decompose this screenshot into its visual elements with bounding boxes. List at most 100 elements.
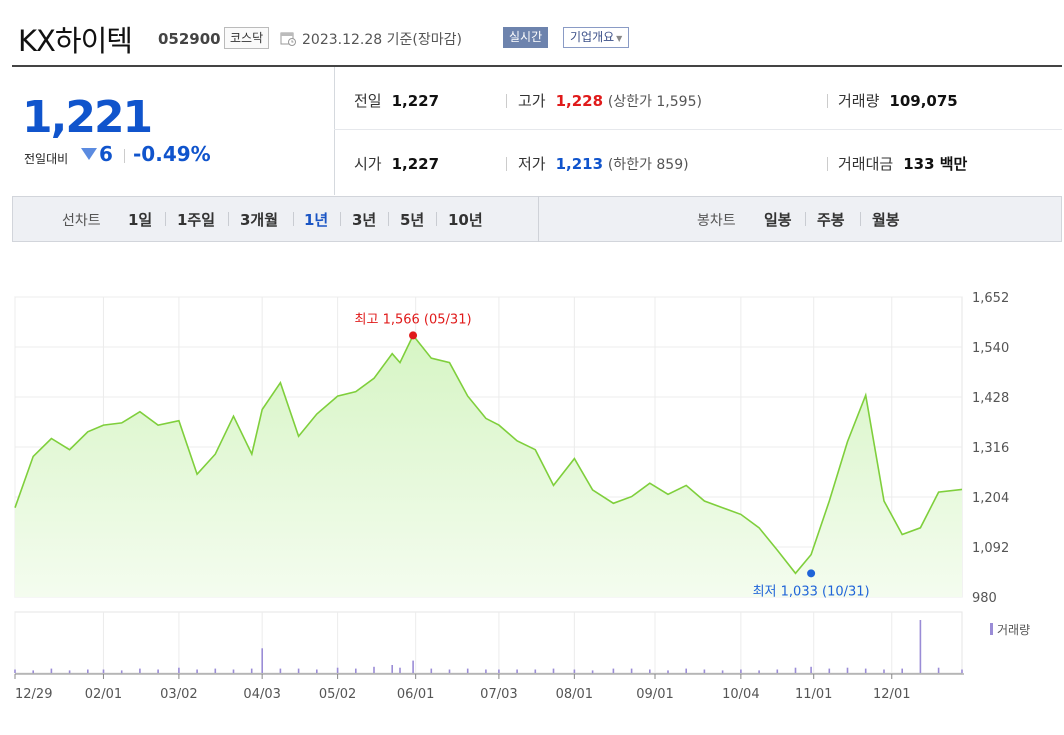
x-tick-label: 09/01 (636, 687, 673, 702)
volume-bar (667, 670, 669, 674)
y-tick-label: 1,540 (972, 341, 1009, 356)
col-divider (827, 157, 828, 171)
stock-code: 052900 (158, 30, 221, 48)
period-sep (228, 212, 229, 226)
volume-bar (591, 670, 594, 674)
period-5y[interactable]: 5년 (400, 211, 425, 229)
reference-date: 2023.12.28 기준(장마감) (302, 32, 462, 48)
volume-bar (685, 668, 687, 673)
change-amount: 6 (99, 142, 113, 166)
y-tick-label: 1,428 (972, 391, 1009, 406)
period-sep (340, 212, 341, 226)
volume-bar (828, 668, 831, 673)
open-label: 시가 (354, 155, 382, 173)
x-tick-label: 05/02 (319, 687, 356, 702)
volume-bar (373, 666, 375, 673)
volume-bar (612, 668, 615, 673)
y-tick-label: 1,652 (972, 291, 1009, 306)
volume-bar (297, 668, 300, 673)
x-tick-label: 06/01 (397, 687, 434, 702)
price-line (14, 333, 963, 575)
volume-bar (178, 667, 180, 673)
x-tick-label: 11/01 (795, 687, 832, 702)
low-marker (807, 569, 816, 578)
volume-bar (250, 668, 253, 673)
trade-value-label: 거래대금 (838, 155, 894, 173)
volume-bar (120, 670, 123, 674)
line-chart-label: 선차트 (62, 213, 101, 229)
open-price: 시가 1,227 (354, 153, 439, 174)
volume-bar (316, 669, 318, 673)
high-price: 고가 1,228 (상한가 1,595) (518, 90, 702, 111)
volume-bar (573, 669, 576, 673)
volume-bar (157, 669, 159, 673)
period-3y[interactable]: 3년 (352, 211, 377, 229)
change-divider (124, 149, 125, 163)
realtime-button[interactable]: 실시간 (503, 27, 549, 48)
volume-bar (485, 669, 487, 673)
volume-bar (552, 668, 555, 673)
down-triangle-icon (81, 148, 97, 160)
x-tick-label: 10/04 (722, 687, 759, 702)
candle-monthly[interactable]: 월봉 (872, 211, 900, 229)
current-price-box (12, 67, 335, 195)
volume-bar (534, 669, 537, 673)
price-chart[interactable]: 1,652 1,540 1,428 1,316 1,204 1,092 980 12/29 02… (0, 250, 1064, 735)
y-tick-label: 980 (972, 591, 997, 606)
volume-bar (740, 669, 742, 673)
volume-bar (32, 670, 34, 674)
high-annotation: 최고 1,566 (05/31) (355, 312, 472, 327)
volume-bar (864, 668, 867, 673)
period-10y[interactable]: 10년 (448, 211, 483, 229)
x-tick-label: 12/29 (15, 687, 52, 702)
period-sep (165, 212, 166, 226)
row-divider (334, 129, 1062, 130)
period-sep (388, 212, 389, 226)
period-1d[interactable]: 1일 (128, 211, 153, 229)
x-tick-label: 04/03 (243, 687, 280, 702)
upper-limit: (상한가 1,595) (607, 94, 702, 110)
x-tick-label: 12/01 (873, 687, 910, 702)
col-divider (506, 157, 507, 171)
volume-bar (214, 668, 217, 673)
volume-bar (232, 669, 235, 673)
volume-bar (649, 669, 651, 673)
x-tick-label: 08/01 (556, 687, 593, 702)
volume-bar (355, 668, 357, 673)
company-overview-button[interactable]: 기업개요 ▼ (563, 27, 630, 48)
candle-daily[interactable]: 일봉 (764, 211, 792, 229)
volume-bar (846, 667, 849, 673)
volume-bar (412, 660, 414, 673)
period-bar-divider (538, 196, 539, 242)
trade-value-value: 133 백만 (903, 155, 968, 173)
current-price: 1,221 (22, 92, 153, 143)
volume-bar (961, 669, 963, 673)
period-3m[interactable]: 3개월 (240, 211, 279, 229)
candle-weekly[interactable]: 주봉 (817, 211, 845, 229)
prev-close: 전일 1,227 (354, 90, 439, 111)
volume-bar (261, 648, 263, 673)
period-1w[interactable]: 1주일 (177, 211, 216, 229)
prev-close-label: 전일 (354, 92, 382, 110)
volume-bar (703, 669, 706, 673)
low-value: 1,213 (555, 155, 604, 173)
volume-bar (883, 669, 885, 673)
period-bar (12, 196, 1062, 242)
calendar-icon (280, 32, 296, 46)
change-percent: -0.49% (133, 142, 211, 166)
volume-bar (279, 668, 282, 673)
lower-limit: (하한가 859) (607, 157, 689, 173)
x-tick-label: 03/02 (160, 687, 197, 702)
volume-bar (14, 669, 16, 673)
company-name: KX하이텍 (18, 24, 133, 58)
volume-legend-swatch (990, 623, 993, 635)
period-sep (860, 212, 861, 226)
volume-bar (50, 668, 53, 673)
high-label: 고가 (518, 92, 546, 110)
volume-bar (901, 668, 903, 673)
volume-bar (721, 670, 724, 674)
volume-bar (758, 670, 760, 674)
low-price: 저가 1,213 (하한가 859) (518, 153, 689, 174)
volume-legend-label: 거래량 (997, 623, 1030, 637)
period-1y[interactable]: 1년 (304, 211, 329, 229)
